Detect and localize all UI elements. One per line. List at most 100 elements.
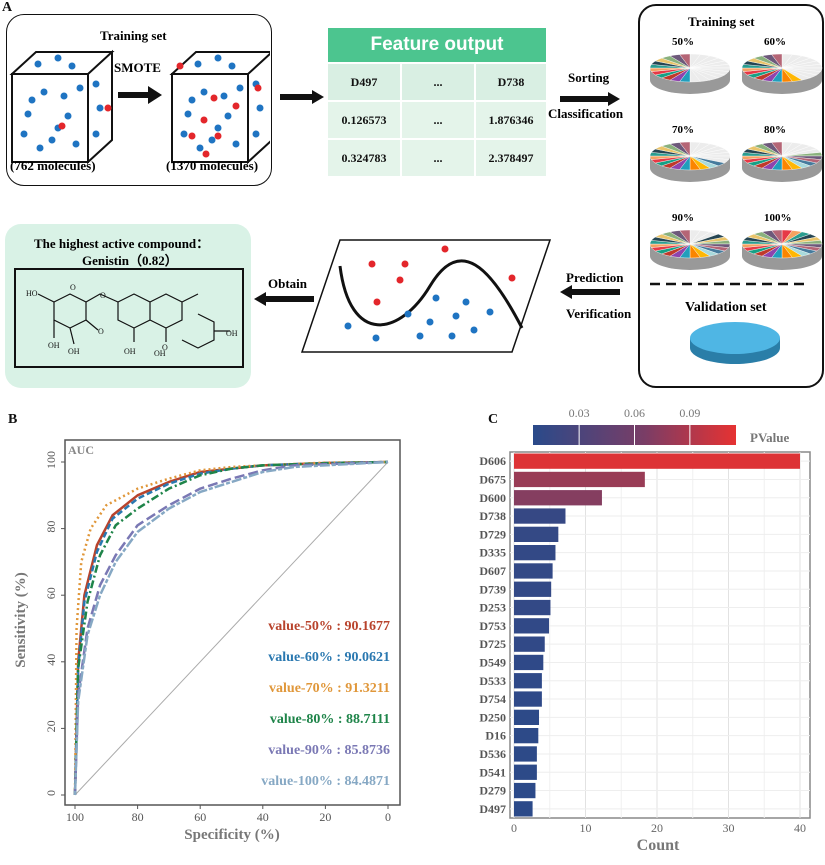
- category-label: D753: [479, 619, 506, 633]
- category-label: D533: [479, 674, 506, 688]
- pie-chart: [649, 53, 731, 94]
- atom-label: HO: [26, 289, 38, 298]
- y-tick-label: 20: [44, 720, 58, 732]
- x-tick-label: 40: [257, 810, 269, 824]
- panel-label-b: B: [8, 412, 18, 427]
- bar: [514, 471, 645, 488]
- molecule-dot: [214, 124, 222, 132]
- roc-curve: [73, 460, 389, 796]
- minority-dot: [232, 102, 240, 110]
- category-label: D600: [479, 491, 506, 505]
- molecule-dot: [24, 110, 32, 118]
- category-label: D253: [479, 601, 506, 615]
- minority-dot: [176, 62, 184, 70]
- molecule-dot: [232, 140, 240, 148]
- diagonal-reference: [74, 461, 389, 796]
- table-cell: ...: [402, 102, 474, 138]
- molecule-dot: [188, 96, 196, 104]
- roc-chart: 100 80 60 40 20 0 0 20 40 60 80 100 Specificity (%) S…: [13, 439, 401, 843]
- molecule-dot: [92, 130, 100, 138]
- molecule-dot: [40, 88, 48, 96]
- molecule-dot: [36, 144, 44, 152]
- arrow-icon: [280, 90, 324, 104]
- x-tick-label: 20: [651, 821, 663, 835]
- sorting-label: Sorting: [568, 70, 610, 85]
- bar: [514, 709, 540, 725]
- bar: [514, 545, 556, 561]
- bar: [514, 673, 542, 689]
- before-count: (762 molecules): [10, 158, 96, 173]
- pie-slice: [679, 53, 691, 69]
- atom-label: O: [70, 283, 76, 292]
- bar: [514, 581, 552, 597]
- training-set-title: Training set: [100, 28, 167, 43]
- category-label: D606: [479, 454, 506, 468]
- molecule-dot: [54, 54, 62, 62]
- pie-label: 100%: [764, 212, 792, 224]
- atom-label: OH: [226, 329, 238, 338]
- molecule-dot: [208, 136, 216, 144]
- table-header-cell: ...: [402, 64, 474, 100]
- category-label: D725: [479, 637, 506, 651]
- pie-slice: [679, 141, 691, 157]
- category-label: D549: [479, 655, 506, 669]
- prediction-label: Prediction: [566, 270, 624, 285]
- molecule-dot: [200, 88, 208, 96]
- minority-dot: [188, 132, 196, 140]
- legend-entry: value-80% : 88.7111: [270, 712, 390, 727]
- plot-frame: [509, 451, 811, 819]
- cubes-illustration: [9, 49, 270, 164]
- bar: [514, 508, 566, 524]
- category-label: D754: [479, 692, 506, 706]
- bar: [514, 636, 545, 652]
- molecule-dot: [20, 130, 28, 138]
- molecule-dot: [28, 96, 36, 104]
- result-compound: Genistin（0.82）: [82, 253, 178, 268]
- molecule-dot: [228, 62, 236, 70]
- after-count: (1370 molecules): [166, 158, 259, 173]
- molecule-dot: [72, 140, 80, 148]
- pie-chart: [741, 53, 823, 94]
- classifier-plane: [300, 239, 552, 353]
- bar: [514, 782, 536, 799]
- pie-label: 70%: [672, 124, 694, 136]
- atom-label: O: [100, 291, 106, 300]
- y-tick-label: 40: [44, 654, 58, 666]
- category-label: D607: [479, 564, 506, 578]
- x-tick-label: 80: [132, 810, 144, 824]
- molecule-dot: [96, 104, 104, 112]
- molecule-dot: [34, 60, 42, 68]
- molecule-dot: [220, 92, 228, 100]
- atom-label: OH: [124, 347, 136, 356]
- category-label: D250: [479, 710, 506, 724]
- category-label: D279: [479, 784, 506, 798]
- training-set-box: [6, 14, 272, 186]
- dashed-divider: [650, 282, 810, 286]
- bar: [514, 599, 551, 616]
- molecule-dot: [180, 130, 188, 138]
- category-label: D335: [479, 546, 506, 560]
- panel-label-a: A: [2, 0, 13, 15]
- pie-label: 50%: [672, 36, 694, 48]
- category-label: D675: [479, 472, 506, 486]
- result-title: The highest active compound：: [34, 236, 210, 251]
- y-axis-title: Sensitivity (%): [13, 572, 29, 667]
- x-tick-label: 0: [511, 821, 517, 835]
- molecule-dot: [184, 110, 192, 118]
- table-header-cell: D497: [328, 64, 400, 100]
- category-label: D497: [479, 802, 506, 816]
- training-validation-box: [638, 4, 824, 388]
- minority-dot: [200, 116, 208, 124]
- atom-label: OH: [68, 347, 80, 356]
- bar: [514, 728, 539, 744]
- molecule-dot: [194, 60, 202, 68]
- category-label: D536: [479, 747, 506, 761]
- result-card: [5, 224, 251, 388]
- x-tick-label: 100: [66, 810, 84, 824]
- plot-frame: [64, 439, 401, 806]
- minority-dot: [254, 84, 262, 92]
- bar: [514, 453, 800, 469]
- category-label: D739: [479, 582, 506, 596]
- pie-label: 60%: [764, 36, 786, 48]
- colorbar-tick-label: 0.03: [569, 406, 590, 420]
